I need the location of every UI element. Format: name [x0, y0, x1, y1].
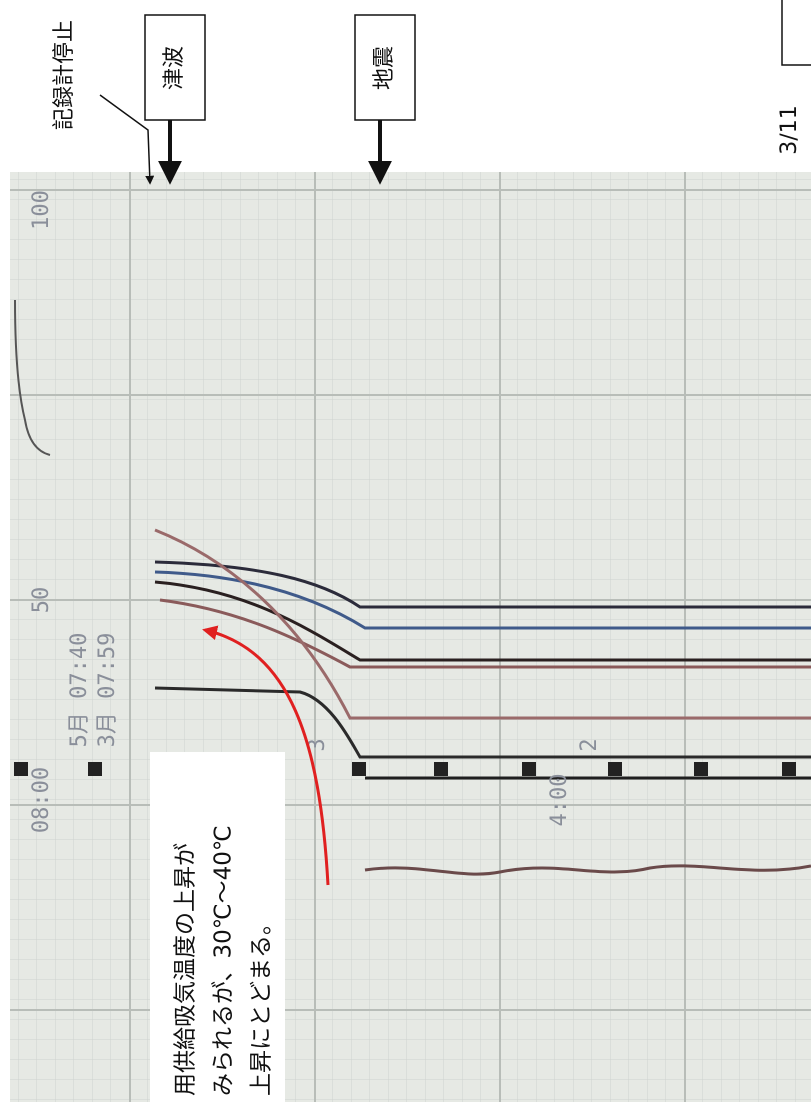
traces: [154, 528, 811, 876]
note-line: 上昇にとどまる。: [249, 912, 275, 1096]
paper-label: 3: [305, 738, 330, 751]
major-grid: [10, 172, 811, 1102]
note-line: 用供給吸気温度の上昇が: [173, 843, 199, 1096]
paper-label: 50: [29, 587, 54, 614]
paper-label: 3月 07:59: [95, 633, 120, 748]
perforation-marks: [14, 762, 796, 776]
earthquake-label: 地震: [372, 46, 397, 90]
box-edge: [781, 0, 811, 66]
date-label: 3/11: [777, 105, 802, 154]
paper-label: 4:00: [547, 774, 572, 827]
paper-label: 2: [577, 738, 602, 751]
tsunami-label: 津波: [162, 46, 187, 90]
leader-line: [99, 94, 155, 185]
label-box: [354, 14, 416, 121]
chart-paper: [10, 172, 811, 1102]
trace: [14, 299, 51, 456]
label-box: [144, 14, 206, 121]
note-box: [150, 752, 285, 1102]
note-line: みられるが、30℃～40℃: [211, 825, 237, 1096]
paper-label: 5月 07:40: [67, 633, 92, 748]
paper-label: 100: [29, 190, 54, 230]
paper-label: 08:00: [29, 767, 54, 833]
recorder-stop-label: 記録計停止: [52, 20, 77, 130]
red-arrow: [202, 625, 330, 886]
